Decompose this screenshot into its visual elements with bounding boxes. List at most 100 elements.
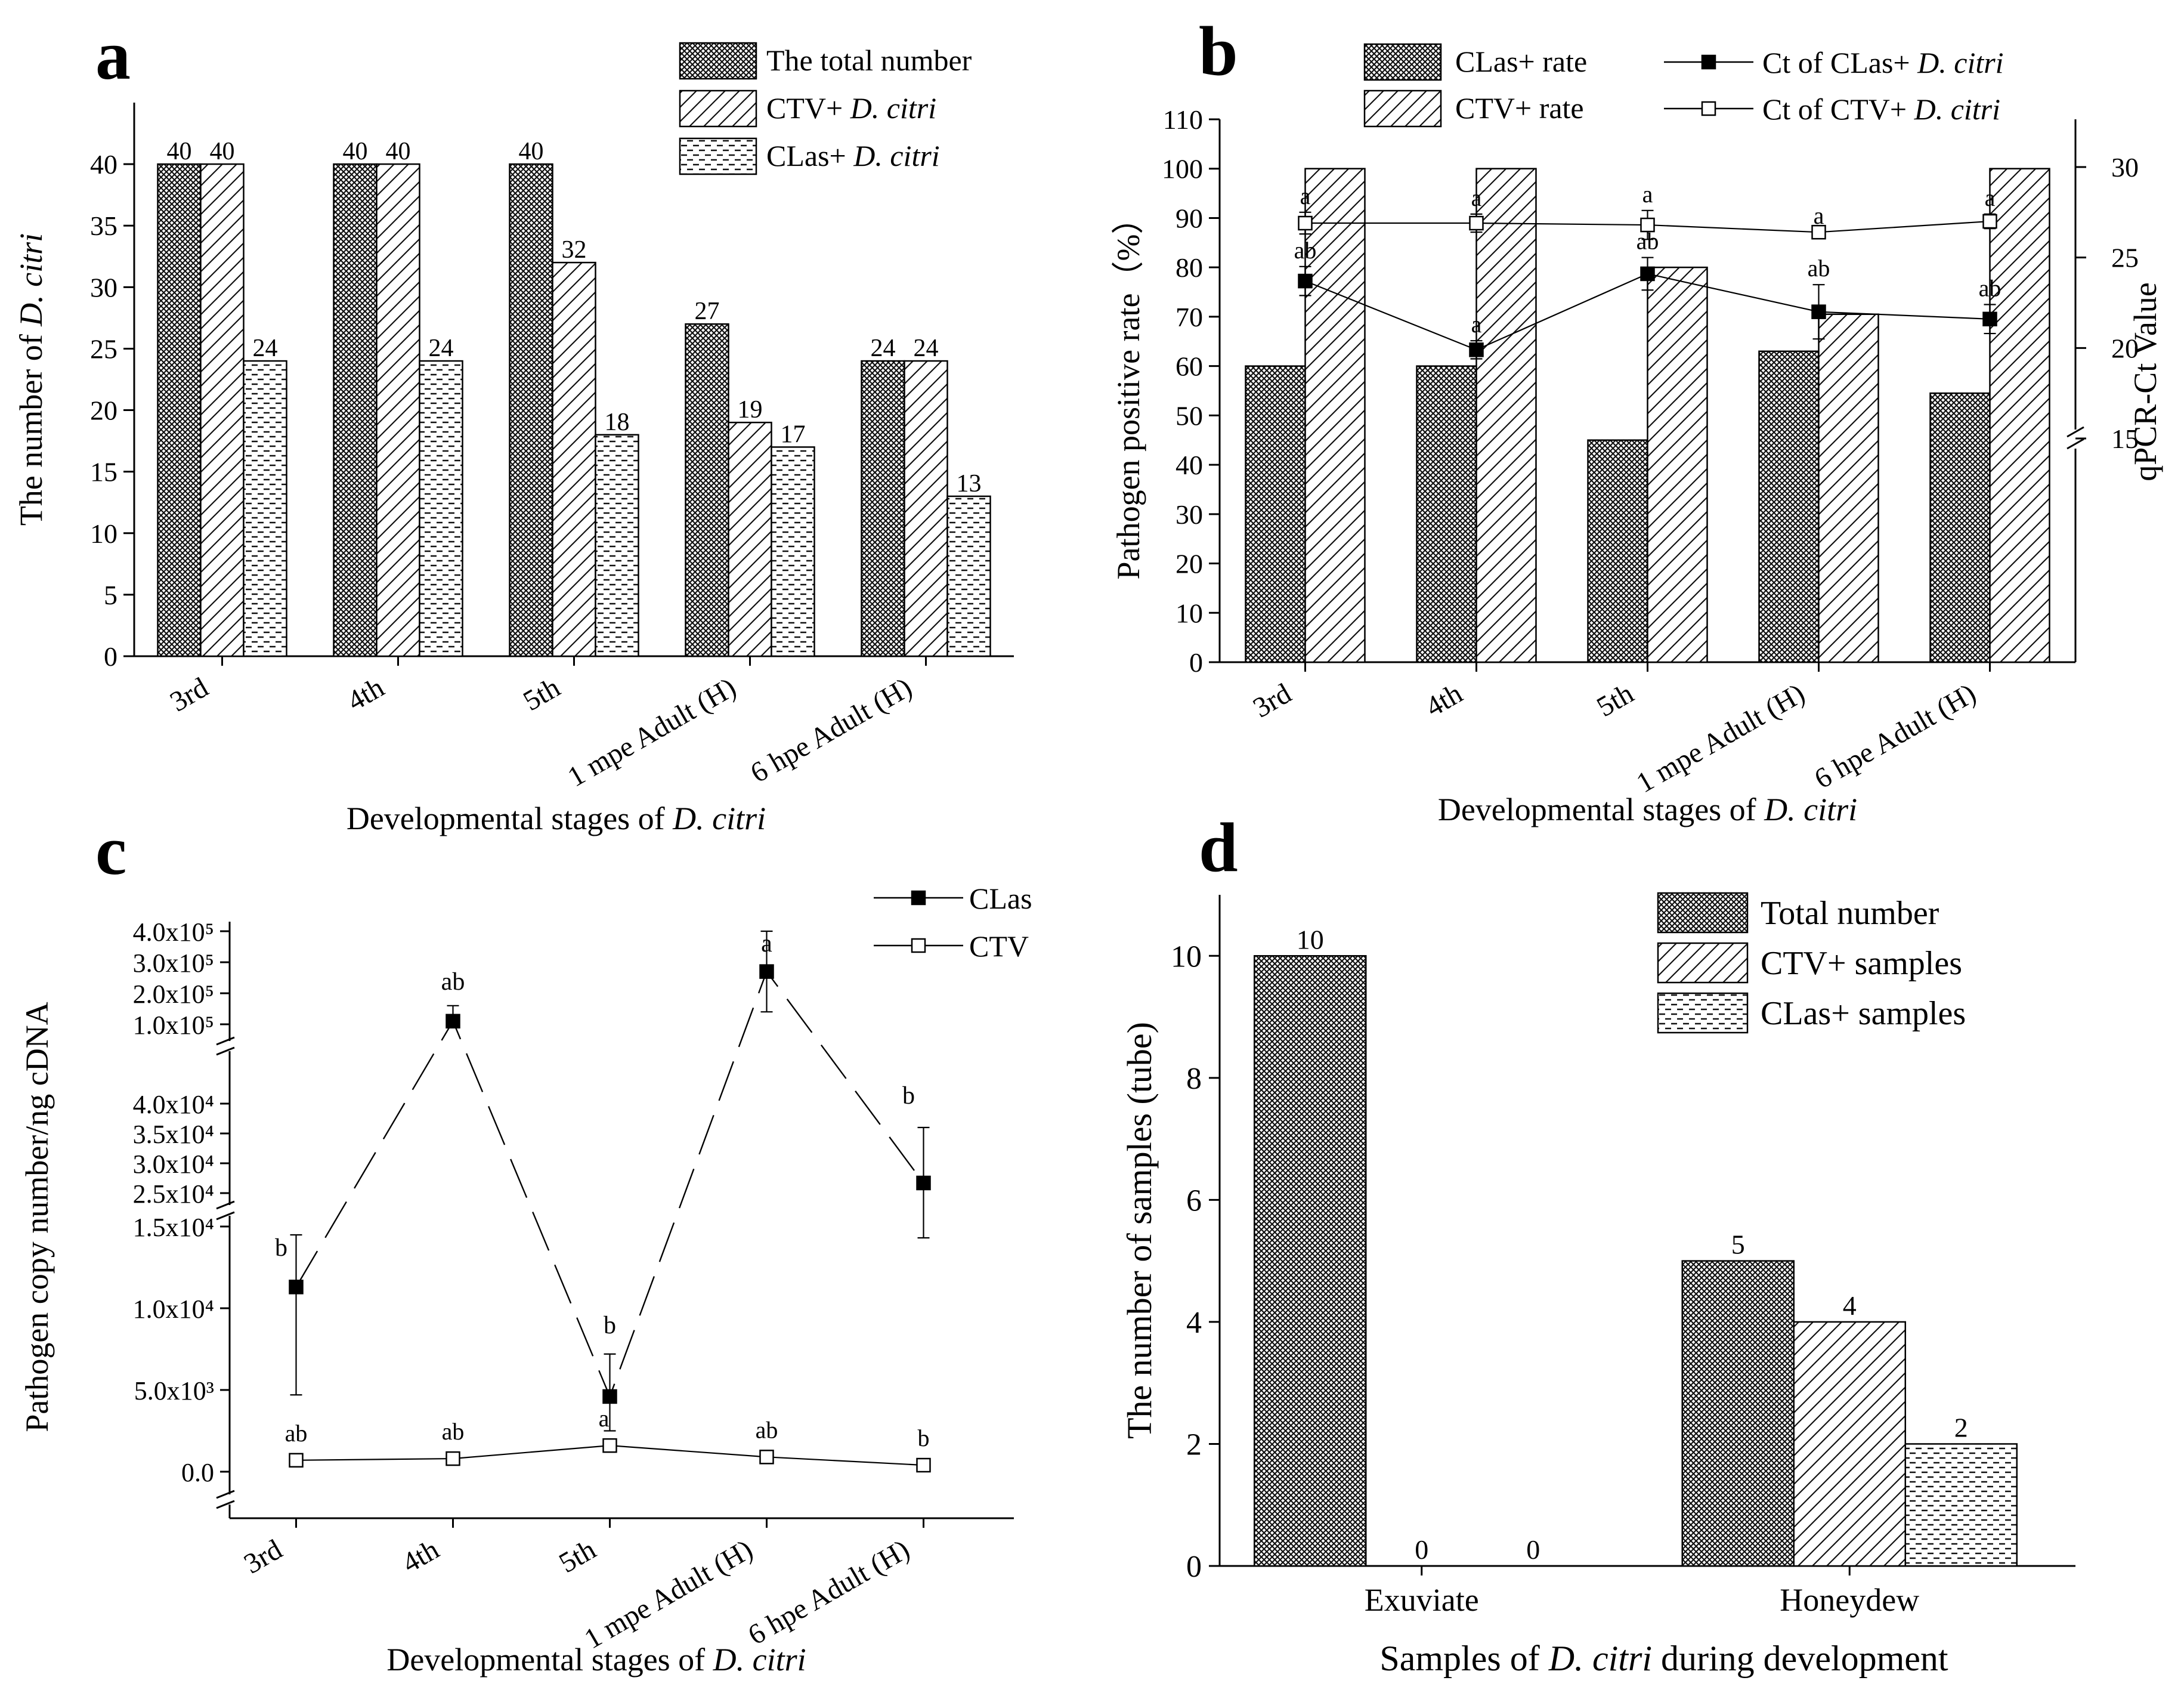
- legend-marker: [1701, 54, 1716, 70]
- legend-swatch: [1657, 942, 1749, 984]
- y-tick-label: 70: [1175, 302, 1203, 332]
- x-tick-label: 1 mpe Adult (H): [1631, 678, 1810, 799]
- y-axis-title: Pathogen positive rate（%）: [1110, 202, 1146, 580]
- bar: [685, 323, 729, 657]
- significance-label: ab: [442, 1418, 465, 1445]
- significance-label: b: [275, 1234, 287, 1262]
- y-tick-label: 20: [90, 396, 117, 426]
- point-marker: [1298, 215, 1313, 231]
- y-axis-title: The number of D. citri: [13, 233, 49, 526]
- point-marker-ctv: [446, 1451, 460, 1466]
- bar: [1929, 392, 1991, 663]
- x-tick-label: 4th: [1420, 678, 1468, 724]
- significance-label: b: [918, 1425, 930, 1451]
- legend-label: CTV+ D. citri: [766, 91, 936, 125]
- x-axis-title-part: Samples of: [1379, 1639, 1548, 1678]
- legend-swatch: [679, 137, 757, 175]
- x-tick-label: 1 mpe Adult (H): [579, 1534, 758, 1655]
- legend-marker: [1701, 101, 1716, 116]
- significance-label: ab: [1808, 255, 1830, 282]
- bar: [771, 446, 815, 657]
- bar: [1647, 266, 1708, 663]
- significance-label: a: [1814, 202, 1824, 229]
- legend-label-part: Ct of CLas+: [1762, 46, 1917, 79]
- significance-label: a: [1471, 184, 1482, 211]
- bar: [1304, 168, 1366, 663]
- y-tick-label: 2.5x10⁴: [133, 1179, 214, 1209]
- y2-tick-label: 15: [2111, 424, 2139, 454]
- y-tick-label: 3.0x10⁴: [133, 1150, 214, 1179]
- data-label: 24: [871, 335, 896, 362]
- legend-swatch: [1657, 892, 1749, 934]
- point-marker-clas: [446, 1014, 460, 1029]
- panel-label-b: b: [1199, 12, 1238, 90]
- x-tick-label: 5th: [553, 1534, 601, 1580]
- y-tick-label: 10: [1171, 940, 1202, 974]
- y-tick-label: 10: [90, 518, 117, 549]
- x-axis-title-part: D. citri: [1548, 1639, 1652, 1678]
- data-label: 40: [210, 138, 235, 165]
- significance-label: a: [1471, 311, 1482, 338]
- y-tick-label: 0.0: [181, 1458, 214, 1487]
- y-tick-label: 30: [1175, 499, 1203, 530]
- point-marker: [1298, 273, 1313, 289]
- axis-break: [216, 1036, 235, 1046]
- significance-label: b: [604, 1312, 616, 1339]
- data-label: 24: [429, 335, 454, 362]
- y-tick-label: 3.0x10⁵: [133, 949, 214, 978]
- x-tick-label: 3rd: [165, 672, 214, 718]
- y-tick-label: 4.0x10⁵: [133, 917, 214, 947]
- panel-c-chart: 0.05.0x10³1.0x10⁴1.5x10⁴2.5x10⁴3.0x10⁴3.…: [19, 882, 1032, 1678]
- data-label: 19: [738, 396, 763, 424]
- bar: [419, 360, 463, 657]
- data-label: 17: [781, 421, 806, 448]
- y-tick-label: 110: [1163, 104, 1203, 135]
- x-tick-label: 5th: [1591, 678, 1639, 724]
- legend-label: Ct of CLas+ D. citri: [1762, 46, 2004, 79]
- panel-label-a: a: [95, 16, 131, 94]
- legend-label-part: D. citri: [853, 139, 939, 172]
- y-tick-label: 80: [1175, 252, 1203, 283]
- legend-label: CLas+ samples: [1761, 995, 1966, 1032]
- data-label: 0: [1526, 1534, 1540, 1565]
- bar: [333, 163, 378, 657]
- y-tick-label: 0: [104, 641, 117, 672]
- data-label: 24: [914, 335, 939, 362]
- point-marker: [1640, 266, 1655, 282]
- legend-label: Ct of CTV+ D. citri: [1762, 92, 2000, 126]
- bar: [1245, 365, 1306, 663]
- y-tick-label: 50: [1175, 400, 1203, 431]
- significance-label: ab: [1979, 275, 2002, 302]
- bar: [1254, 955, 1367, 1567]
- legend-swatch: [679, 89, 757, 128]
- data-label: 4: [1843, 1290, 1857, 1321]
- bar: [1587, 439, 1648, 663]
- y-tick-label: 60: [1175, 351, 1203, 382]
- legend-swatch: [679, 42, 757, 80]
- bar: [376, 163, 420, 657]
- legend-label: CTV+ rate: [1455, 91, 1584, 125]
- point-marker: [1982, 311, 1997, 327]
- legend-label-part: Ct of CTV+: [1762, 92, 1914, 126]
- x-axis-title: Developmental stages of D. citri: [347, 801, 766, 836]
- data-label: 10: [1297, 924, 1324, 954]
- bar: [243, 360, 287, 657]
- y-tick-label: 20: [1175, 549, 1203, 579]
- data-label: 40: [386, 138, 411, 165]
- legend-swatch: [1657, 992, 1749, 1034]
- axis-break: [216, 1200, 235, 1210]
- bar: [1818, 313, 1879, 663]
- x-tick-label: 6 hpe Adult (H): [1809, 678, 1981, 795]
- legend-swatch: [1363, 43, 1442, 81]
- data-label: 27: [695, 298, 720, 325]
- data-label: 5: [1731, 1229, 1745, 1260]
- significance-label: ab: [441, 968, 465, 996]
- bar: [595, 434, 639, 657]
- legend-marker: [911, 890, 926, 906]
- significance-label: ab: [756, 1416, 778, 1443]
- y-tick-label: 0: [1186, 1550, 1202, 1584]
- x-tick-label: 6 hpe Adult (H): [745, 672, 917, 789]
- significance-label: ab: [285, 1420, 308, 1447]
- bar: [1989, 168, 2050, 663]
- bar: [728, 421, 772, 657]
